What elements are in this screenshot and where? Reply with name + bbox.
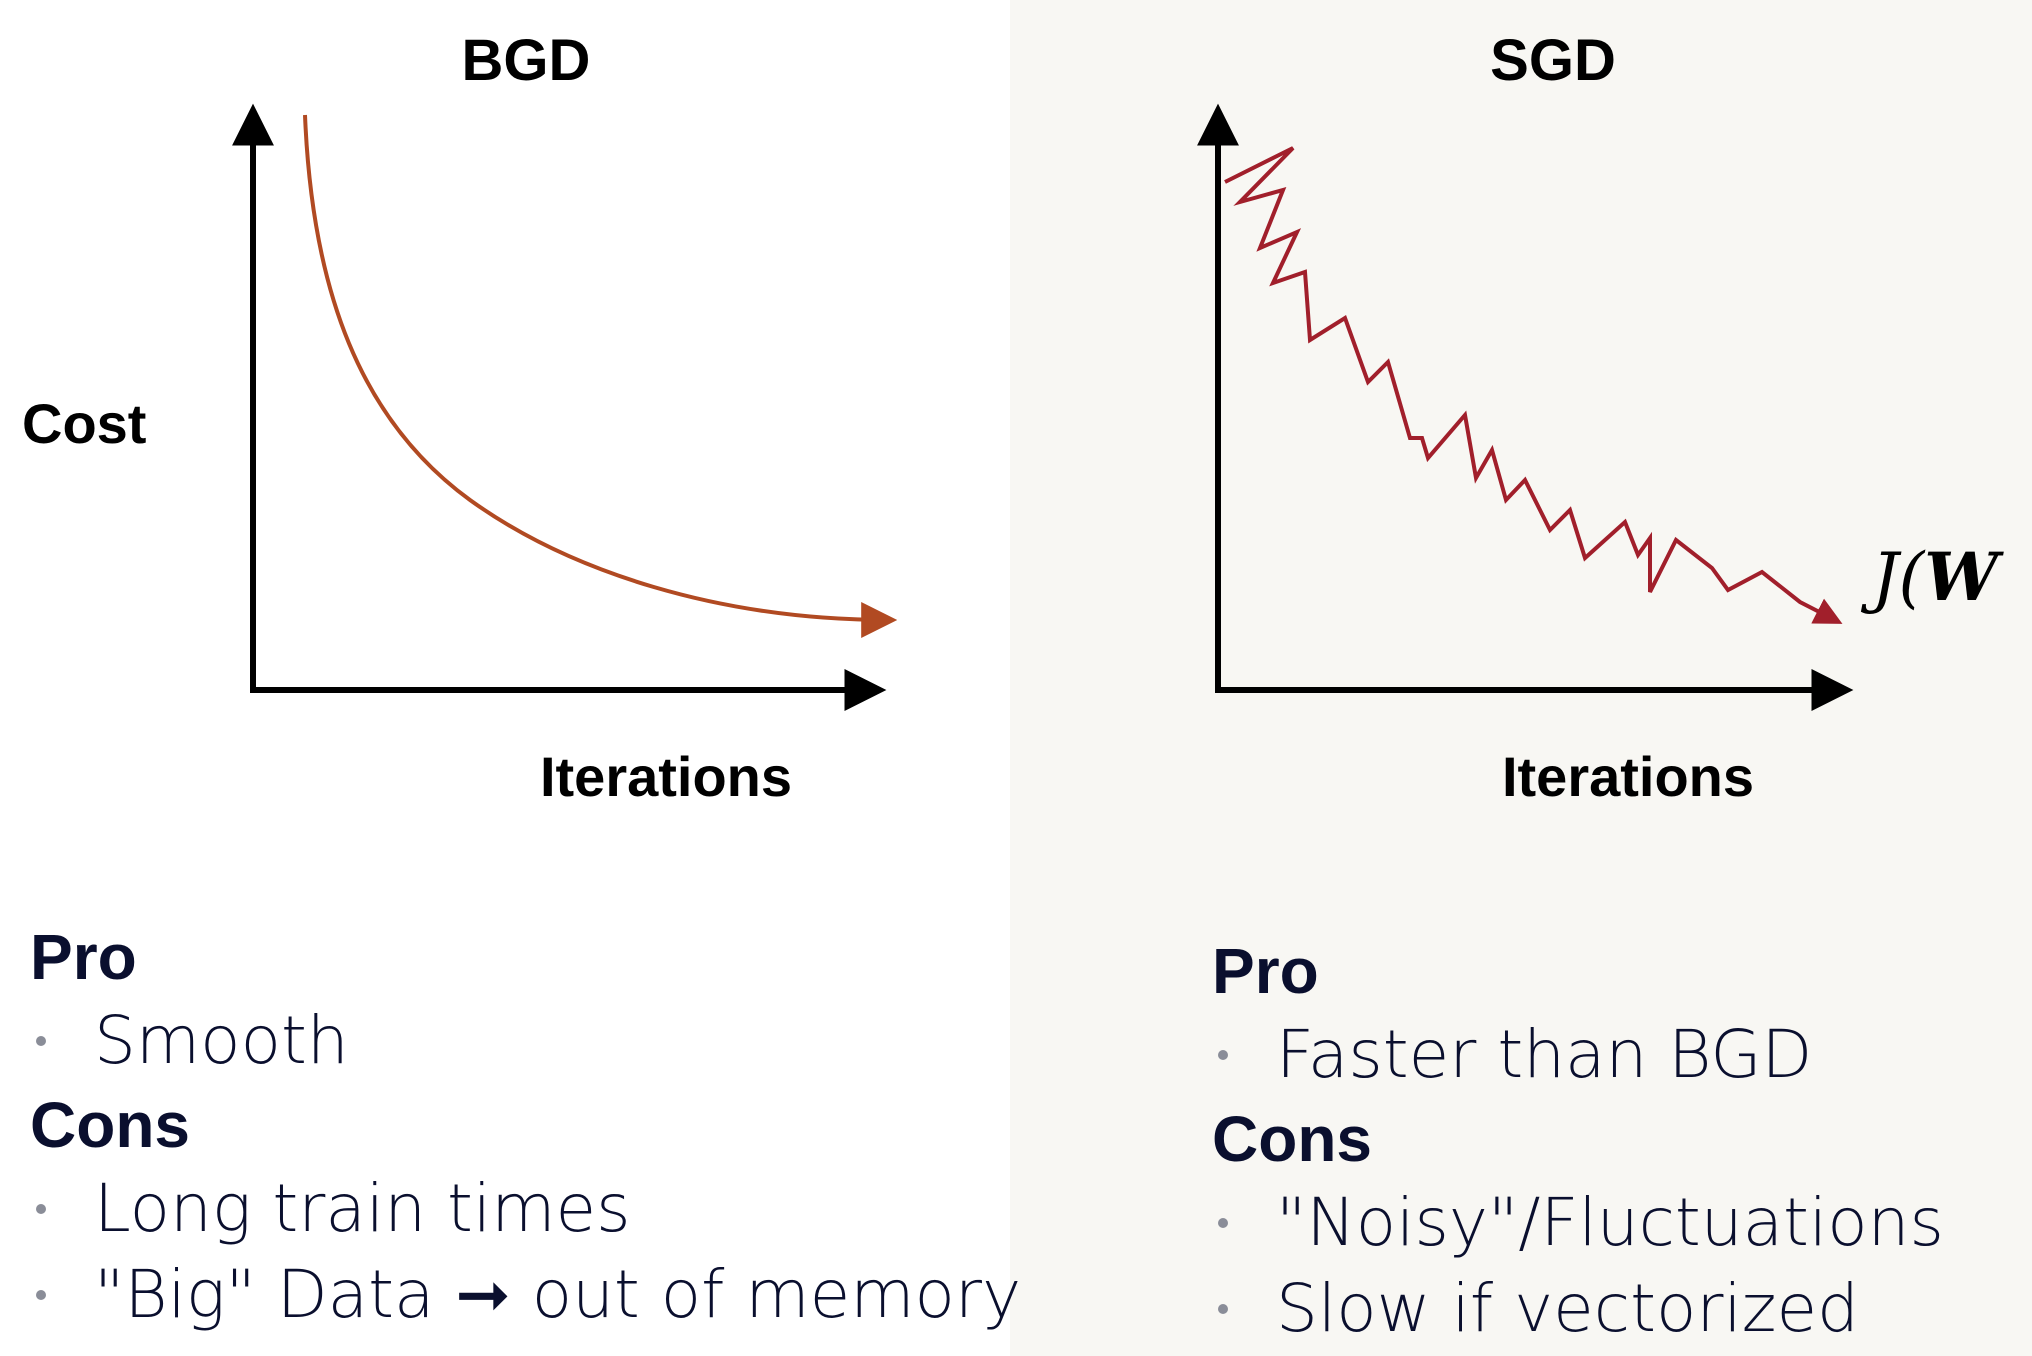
bgd-pro-list: Smooth: [30, 998, 1021, 1084]
sgd-cons-list: "Noisy"/Fluctuations Slow if vectorized: [1212, 1180, 1944, 1352]
bgd-pros-cons: Pro Smooth Cons Long train times "Big" D…: [30, 916, 1021, 1338]
sgd-x-axis-label: Iterations: [1502, 745, 1754, 808]
sgd-pros-cons: Pro Faster than BGD Cons "Noisy"/Fluctua…: [1212, 930, 1944, 1352]
list-item: Slow if vectorized: [1212, 1266, 1944, 1352]
sgd-pro-heading: Pro: [1212, 935, 1319, 1007]
formula-prefix: J(: [1860, 539, 1925, 616]
bgd-x-axis-label: Iterations: [540, 745, 792, 808]
sgd-cons-heading: Cons: [1212, 1103, 1372, 1175]
list-item: Long train times: [30, 1166, 1021, 1252]
bgd-cost-curve: [303, 114, 898, 638]
list-item: "Noisy"/Fluctuations: [1212, 1180, 1944, 1266]
sgd-panel: [1010, 0, 2032, 1356]
formula-symbol: W: [1924, 538, 2004, 616]
bgd-pro-heading: Pro: [30, 921, 137, 993]
bgd-cons-list: Long train times "Big" Data ➞ out of mem…: [30, 1166, 1021, 1338]
bgd-title: BGD: [462, 28, 591, 93]
list-item: "Big" Data ➞ out of memory: [30, 1252, 1021, 1338]
sgd-pro-list: Faster than BGD: [1212, 1012, 1944, 1098]
sgd-cost-curve: [1224, 146, 1843, 624]
list-item: Faster than BGD: [1212, 1012, 1944, 1098]
sgd-title: SGD: [1490, 28, 1616, 93]
bgd-panel: [0, 0, 1010, 1356]
sgd-cost-formula: J(W: [1860, 538, 2004, 616]
bgd-y-axis-label: Cost: [22, 392, 146, 455]
list-item: Smooth: [30, 998, 1021, 1084]
bgd-cons-heading: Cons: [30, 1089, 190, 1161]
